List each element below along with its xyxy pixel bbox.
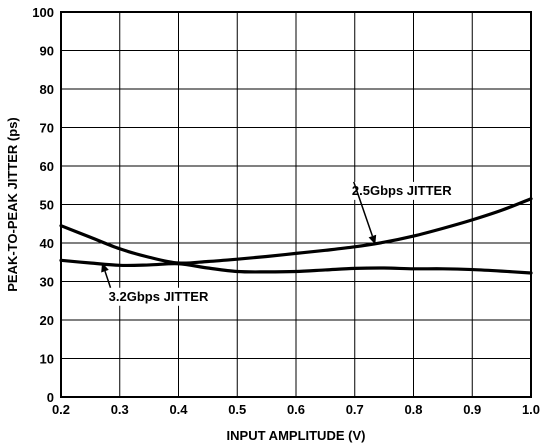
annotation-label-bg — [89, 287, 228, 306]
y-tick-label: 90 — [40, 44, 54, 59]
series-layer — [59, 197, 533, 275]
x-tick-label: 1.0 — [522, 402, 540, 417]
annotation-label: 2.5Gbps JITTER — [352, 183, 452, 198]
y-tick-label: 60 — [40, 159, 54, 174]
x-tick-label: 0.3 — [111, 402, 129, 417]
y-tick-label: 50 — [40, 198, 54, 213]
y-tick-label: 0 — [47, 390, 54, 405]
y-tick-label: 80 — [40, 82, 54, 97]
series-line-2-5gbps-jitter — [59, 197, 533, 265]
x-tick-label: 0.8 — [404, 402, 422, 417]
y-tick-label: 20 — [40, 313, 54, 328]
x-axis-label: INPUT AMPLITUDE (V) — [227, 428, 366, 443]
x-tick-label: 0.5 — [228, 402, 246, 417]
annotation-arrow-line — [104, 270, 112, 288]
y-tick-labels: 0 10 20 30 40 50 60 70 80 90 100 — [32, 5, 54, 405]
annotation-label: 3.2Gbps JITTER — [109, 289, 209, 304]
y-tick-label: 10 — [40, 352, 54, 367]
x-tick-label: 0.9 — [463, 402, 481, 417]
y-tick-label: 70 — [40, 121, 54, 136]
x-tick-label: 0.4 — [169, 402, 188, 417]
annotation-arrowhead — [368, 234, 377, 245]
plot-frame — [60, 11, 532, 398]
grid-lines — [60, 11, 532, 398]
annotation-arrow-line — [353, 181, 374, 237]
y-tick-label: 40 — [40, 236, 54, 251]
x-tick-labels: 0.2 0.3 0.4 0.5 0.6 0.7 0.8 0.9 1.0 — [52, 402, 540, 417]
annotation-layer: 2.5Gbps JITTER 3.2Gbps JITTER — [89, 181, 471, 306]
annotation-label-bg — [332, 181, 471, 200]
x-tick-label: 0.2 — [52, 402, 70, 417]
y-tick-label: 30 — [40, 275, 54, 290]
x-tick-label: 0.7 — [346, 402, 364, 417]
x-tick-label: 0.6 — [287, 402, 305, 417]
y-axis-label: PEAK-TO-PEAK JITTER (ps) — [5, 117, 20, 292]
annotation-arrowhead — [101, 262, 109, 273]
y-tick-label: 100 — [32, 5, 54, 20]
series-line-3-2gbps-jitter — [59, 258, 533, 275]
